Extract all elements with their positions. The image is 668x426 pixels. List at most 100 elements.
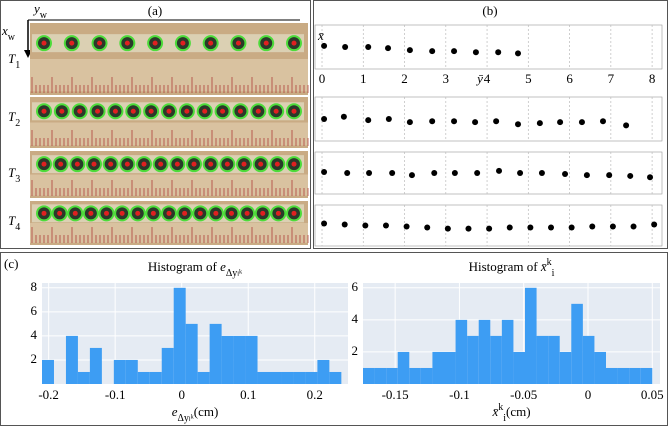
marker-center [202, 108, 208, 114]
axis-label-part: w [8, 32, 16, 43]
x-axis-label-part: x̄ [491, 404, 498, 419]
point [496, 167, 503, 174]
chart-title-part: i [552, 268, 555, 279]
marker-center [235, 40, 241, 46]
marker-center [112, 108, 118, 114]
x-tick-label: -0.15 [382, 387, 409, 402]
marker-center [174, 161, 180, 167]
point [431, 170, 438, 176]
point [495, 49, 502, 56]
bar [594, 351, 606, 384]
marker-center [77, 108, 83, 114]
bar [329, 371, 342, 384]
point [321, 220, 328, 227]
chart-title-part: Histogram of [148, 259, 220, 274]
marker-center [166, 108, 172, 114]
row-label-part: T [8, 213, 16, 228]
x-tick-label: 0 [585, 387, 592, 402]
bar [409, 367, 421, 384]
point [424, 224, 431, 231]
axis-label-part: x [1, 23, 8, 38]
point [515, 121, 522, 128]
row-label: T4 [8, 213, 20, 233]
y-tick-label: 2 [31, 351, 38, 366]
bar [125, 359, 138, 384]
point [362, 222, 369, 229]
row-label: T1 [8, 51, 20, 71]
bar [281, 371, 294, 384]
point [382, 222, 389, 229]
point [493, 118, 500, 125]
y-tick-label: 6 [352, 279, 359, 294]
axis-label: yw [32, 1, 48, 21]
point [557, 119, 564, 126]
bar [77, 371, 90, 384]
marker-center [74, 161, 80, 167]
x-axis-label: x̄ki(cm) [491, 402, 530, 424]
point [451, 48, 458, 55]
x-tick-label: 8 [649, 71, 656, 86]
marker-center [108, 161, 114, 167]
x-axis-label: eΔyₗᵏ(cm) [172, 404, 219, 424]
bar [137, 371, 150, 384]
marker-center [244, 210, 250, 216]
row-label-part: T [8, 165, 16, 180]
plot-area [314, 151, 663, 195]
point [389, 170, 396, 176]
x-axis-label-part: (cm) [194, 404, 219, 419]
marker-center [124, 161, 130, 167]
point [321, 168, 328, 175]
row-label-part: T [8, 109, 16, 124]
y-tick-label: 4 [31, 327, 38, 342]
chart-title-part: k [547, 257, 552, 268]
x-tick-label: 1 [360, 71, 367, 86]
marker-center [41, 161, 47, 167]
bar [432, 351, 444, 384]
point [365, 117, 372, 124]
x-axis-label-part: (cm) [506, 404, 531, 419]
x-tick-label: 4 [484, 71, 491, 86]
y-tick-label: 4 [352, 311, 359, 326]
point [344, 170, 351, 176]
point [429, 48, 436, 55]
bar [386, 367, 398, 384]
bar [478, 319, 491, 384]
point [606, 172, 613, 179]
marker-center [224, 161, 230, 167]
x-tick-label: 2 [401, 71, 408, 86]
marker-center [69, 40, 75, 46]
bar [233, 335, 246, 384]
row-label-part: 2 [15, 118, 20, 129]
bar [617, 367, 630, 384]
bar [161, 347, 174, 384]
panel-a-frame [0, 0, 311, 249]
row-label-part: 4 [15, 222, 20, 233]
marker-center [258, 161, 264, 167]
x-axis-label-part: i [503, 413, 506, 424]
marker-center [184, 108, 190, 114]
marker-center [208, 40, 214, 46]
x-tick-label: -0.1 [449, 387, 470, 402]
bar [269, 371, 282, 384]
point [630, 223, 637, 230]
panel-label: (a) [148, 3, 162, 18]
bar [490, 335, 502, 384]
point [647, 174, 654, 181]
marker-center [130, 108, 136, 114]
point [341, 221, 348, 228]
marker-center [150, 210, 156, 216]
marker-center [275, 210, 281, 216]
point [527, 224, 534, 231]
point [568, 224, 575, 231]
ruler [30, 223, 308, 243]
marker-center [135, 210, 141, 216]
bar [420, 367, 433, 384]
point [451, 118, 458, 125]
marker-center [104, 210, 109, 216]
x-axis-label-part: e [172, 404, 178, 419]
row-label: T3 [8, 165, 20, 185]
point [517, 170, 524, 176]
point [583, 172, 590, 179]
ruler [30, 122, 308, 146]
